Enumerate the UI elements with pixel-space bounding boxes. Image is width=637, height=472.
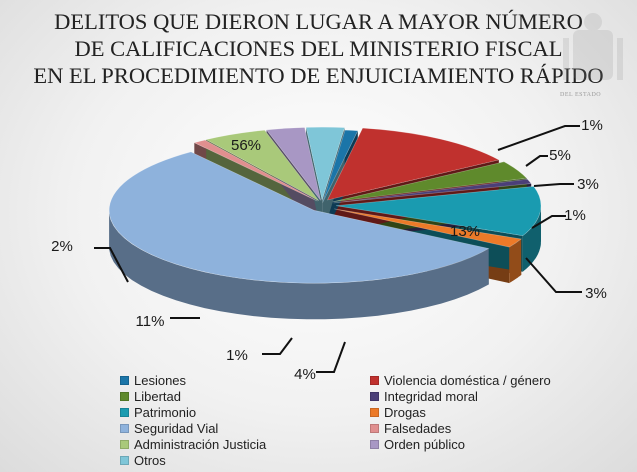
pie-slice-9 <box>205 129 319 201</box>
legend-label-2: Violencia doméstica / género <box>384 372 551 388</box>
legend-label-9: Administración Justicia <box>134 436 267 452</box>
legend-item-8: Falsedades <box>370 420 600 436</box>
pie-slice-5 <box>335 186 542 237</box>
legend-label-6: Drogas <box>384 404 426 420</box>
data-label-1: 1% <box>564 207 586 224</box>
leader-line-9 <box>525 155 548 167</box>
pie-tops <box>108 126 542 284</box>
crest-watermark <box>563 13 623 80</box>
legend-swatch-1 <box>120 375 129 385</box>
pie-slice-side-5 <box>522 205 541 272</box>
legend-item-7: Seguridad Vial <box>120 420 370 436</box>
legend-swatch-11 <box>120 455 129 465</box>
legend-item-6: Drogas <box>370 404 600 420</box>
leader-line-4 <box>262 337 293 355</box>
pie-slice-side-7 <box>109 213 489 320</box>
chart-title-line-1: DELITOS QUE DIERON LUGAR A MAYOR NÚMERO <box>54 9 583 34</box>
legend-label-4: Integridad moral <box>384 388 478 404</box>
legend-swatch-8 <box>370 423 379 433</box>
data-label-6: 2% <box>51 238 73 255</box>
data-label-5: 11% <box>136 313 165 330</box>
leader-line-10 <box>533 183 574 187</box>
data-label-11: 3% <box>585 285 607 302</box>
data-label-4: 1% <box>226 347 248 364</box>
legend-swatch-5 <box>120 407 129 417</box>
pie-slice-10 <box>265 127 321 201</box>
pie-slice-1 <box>322 129 359 203</box>
legend-item-2: Violencia doméstica / género <box>370 372 600 388</box>
data-label-9: 5% <box>549 147 571 164</box>
pie-slice-11 <box>305 126 346 202</box>
legend-label-10: Orden público <box>384 436 465 452</box>
pie-slice-8 <box>193 139 318 202</box>
pie-slice-side-6 <box>509 239 522 284</box>
pie-slice-4 <box>333 178 532 204</box>
pie-slice-7 <box>108 151 490 284</box>
crest-caption: DEL ESTADO <box>560 92 602 98</box>
pie-slice-2 <box>326 127 500 201</box>
legend-label-5: Patrimonio <box>134 404 197 420</box>
legend-swatch-3 <box>120 391 129 401</box>
data-label-3: 4% <box>294 366 316 383</box>
legend-label-8: Falsedades <box>384 420 452 436</box>
legend-swatch-10 <box>370 439 379 449</box>
legend-swatch-2 <box>370 375 379 385</box>
leader-line-11 <box>525 257 582 293</box>
legend-swatch-4 <box>370 391 379 401</box>
pie-leaders <box>94 125 582 373</box>
chart-title-line-3: EN EL PROCEDIMIENTO DE ENJUICIAMIENTO RÁ… <box>33 63 604 88</box>
leader-line-6 <box>94 247 129 283</box>
legend-item-10: Orden público <box>370 436 600 452</box>
leader-line-8 <box>497 125 580 151</box>
leader-line-3 <box>316 341 346 373</box>
data-label-10: 3% <box>577 176 599 193</box>
legend-item-1: Lesiones <box>120 372 370 388</box>
chart-legend: Lesiones Violencia doméstica / género Libe… <box>120 372 600 468</box>
chart-title: DELITOS QUE DIERON LUGAR A MAYOR NÚMERO … <box>0 8 637 89</box>
legend-swatch-9 <box>120 439 129 449</box>
legend-item-9: Administración Justicia <box>120 436 370 452</box>
legend-label-7: Seguridad Vial <box>134 420 219 436</box>
pie-slice-6 <box>334 208 522 248</box>
data-label-2: 13% <box>450 223 480 240</box>
pie-labels: 1% 13% 4% 1% 11% 2% 56% 1% 5% 3% 3% <box>51 117 607 383</box>
legend-label-1: Lesiones <box>134 372 187 388</box>
legend-swatch-6 <box>370 407 379 417</box>
data-label-8: 1% <box>581 117 603 134</box>
legend-label-3: Libertad <box>134 388 181 404</box>
legend-item-4: Integridad moral <box>370 388 600 404</box>
leader-line-1 <box>531 215 566 229</box>
data-label-7: 56% <box>231 137 261 154</box>
legend-item-5: Patrimonio <box>120 404 370 420</box>
legend-item-3: Libertad <box>120 388 370 404</box>
legend-swatch-7 <box>120 423 129 433</box>
legend-label-11: Otros <box>134 452 166 468</box>
legend-item-11: Otros <box>120 452 370 468</box>
pie-slice-3 <box>332 161 528 203</box>
chart-title-line-2: DE CALIFICACIONES DEL MINISTERIO FISCAL <box>74 36 563 61</box>
